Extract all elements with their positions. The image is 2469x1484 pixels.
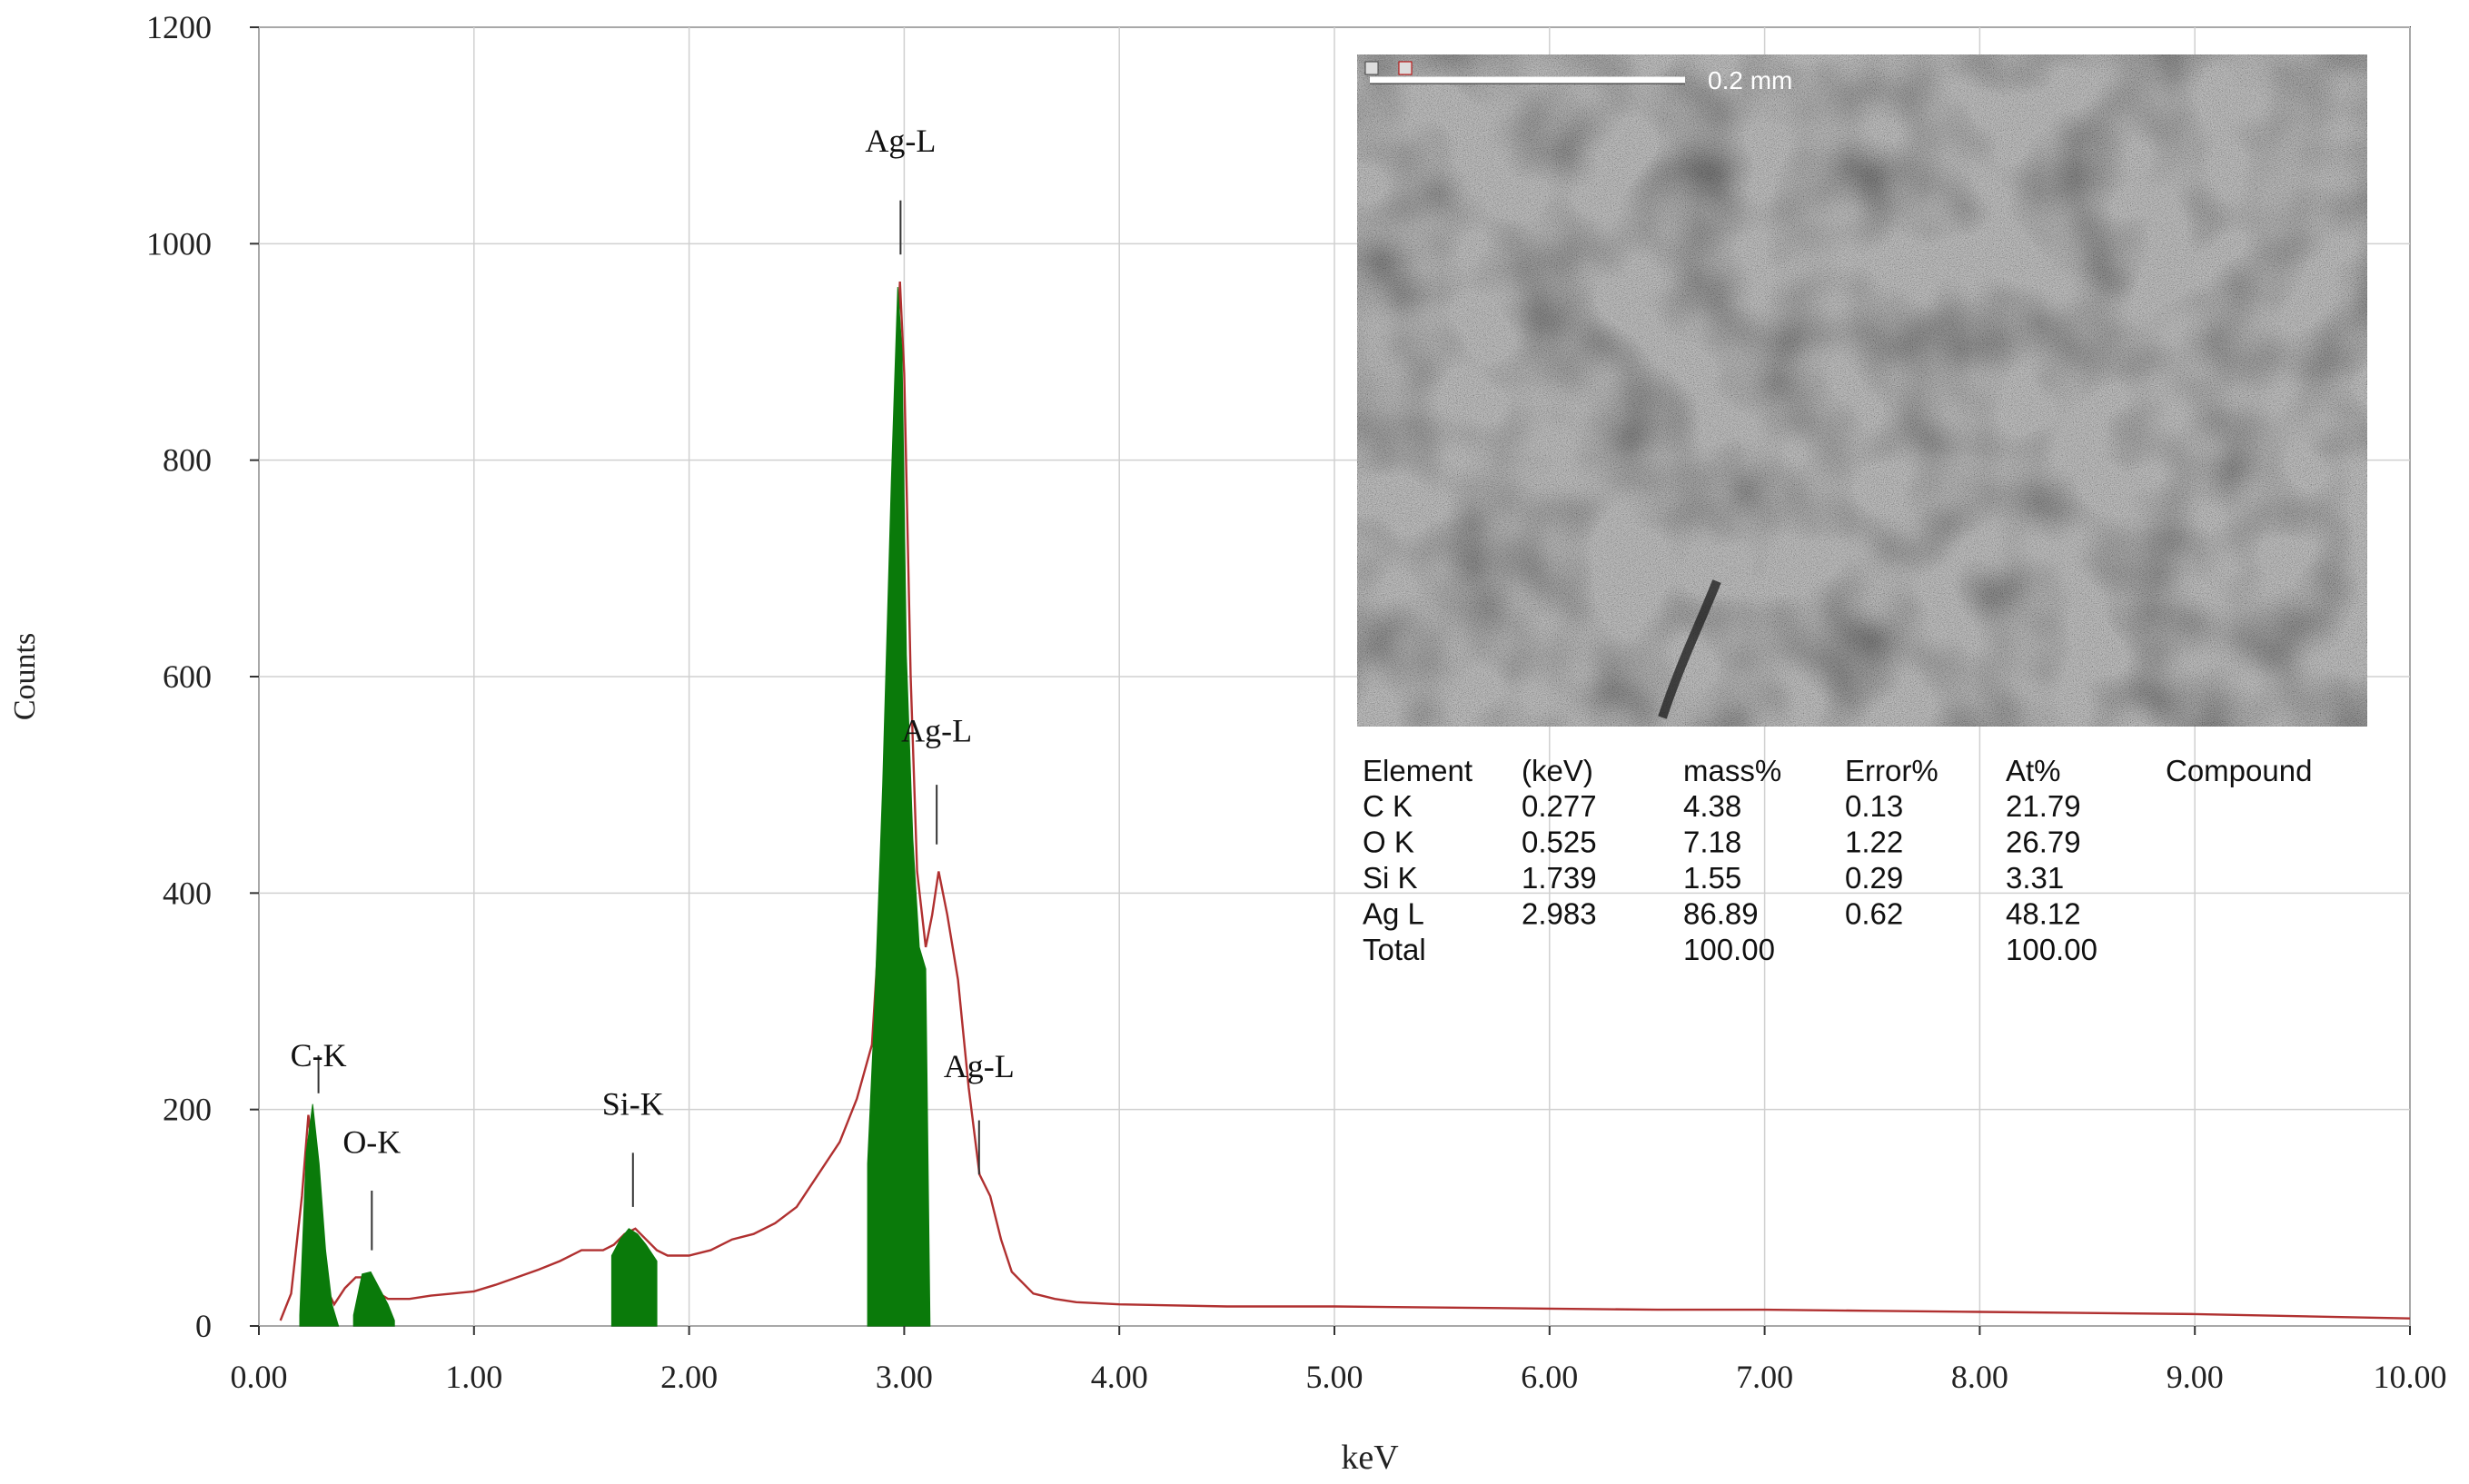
table-cell: 4.38 xyxy=(1683,789,1741,823)
table-cell: 0.62 xyxy=(1845,897,1903,931)
x-tick-label: 0.00 xyxy=(231,1359,288,1395)
peak-fill-ag-l xyxy=(867,286,931,1327)
table-cell: 100.00 xyxy=(2006,933,2097,966)
table-header: (keV) xyxy=(1522,754,1593,787)
table-cell: Total xyxy=(1363,933,1426,966)
x-tick-label: 3.00 xyxy=(876,1359,933,1395)
sem-toolbar-icon-red xyxy=(1398,61,1413,75)
y-tick-label: 0 xyxy=(195,1308,212,1344)
y-tick-label: 800 xyxy=(163,442,212,479)
peak-marker-label: Ag-L xyxy=(865,123,936,159)
x-tick-label: 2.00 xyxy=(660,1359,718,1395)
table-cell: 0.525 xyxy=(1522,826,1597,859)
x-tick-label: 8.00 xyxy=(1951,1359,2008,1395)
table-header: mass% xyxy=(1683,754,1781,787)
axis-layer: 0.00 1.00 2.00 3.00 4.00 5.00 6.00 7.00 8.00 9.00… xyxy=(146,9,2447,1395)
y-tick-label: 1200 xyxy=(146,9,212,45)
table-cell: 21.79 xyxy=(2006,789,2081,823)
x-tick-label: 5.00 xyxy=(1306,1359,1363,1395)
table-cell: C K xyxy=(1363,789,1413,823)
sem-crack xyxy=(1658,579,1721,719)
peak-marker-label: Si-K xyxy=(602,1086,664,1123)
table-cell: 1.22 xyxy=(1845,826,1903,859)
y-tick-label: 200 xyxy=(163,1092,212,1128)
x-tick-label: 10.00 xyxy=(2374,1359,2447,1395)
table-cell: 2.983 xyxy=(1522,897,1597,931)
table-cell: 0.13 xyxy=(1845,789,1903,823)
peak-fill-o-k xyxy=(352,1271,395,1327)
table-cell: 48.12 xyxy=(2006,897,2081,931)
peak-marker-layer: C-K O-K Si-K Ag-L Ag-L Ag-L xyxy=(291,123,1015,1251)
sem-image xyxy=(1356,54,2368,727)
sem-inset: 0.2 mm xyxy=(1356,54,2368,727)
spectrum-line xyxy=(279,281,2411,1321)
table-header: At% xyxy=(2006,754,2061,787)
peak-marker-label: O-K xyxy=(342,1123,401,1160)
composition-table: Element (keV) mass% Error% At% Compound C K 0.2… xyxy=(1363,754,2312,966)
peak-fill-layer xyxy=(299,286,931,1327)
peak-marker-label: Ag-L xyxy=(944,1048,1015,1084)
table-header: Element xyxy=(1363,754,1472,787)
table-cell: 100.00 xyxy=(1683,933,1775,966)
table-header: Compound xyxy=(2166,754,2312,787)
x-tick-label: 7.00 xyxy=(1736,1359,1793,1395)
y-axis-label: Counts xyxy=(8,633,42,720)
peak-marker-label: C-K xyxy=(291,1037,347,1073)
table-cell: Ag L xyxy=(1363,897,1424,931)
table-cell: 3.31 xyxy=(2006,861,2064,895)
y-tick-label: 600 xyxy=(163,658,212,695)
spectrum-layer xyxy=(279,281,2411,1321)
table-cell: 86.89 xyxy=(1683,897,1759,931)
sem-toolbar-icon xyxy=(1364,61,1379,75)
table-cell: O K xyxy=(1363,826,1414,859)
scale-bar-label: 0.2 mm xyxy=(1708,66,1792,94)
peak-fill-c-k xyxy=(299,1103,340,1327)
x-tick-label: 9.00 xyxy=(2167,1359,2224,1395)
table-cell: Si K xyxy=(1363,861,1418,895)
x-tick-label: 1.00 xyxy=(445,1359,502,1395)
table-cell: 0.29 xyxy=(1845,861,1903,895)
table-cell: 1.739 xyxy=(1522,861,1597,895)
peak-marker-label: Ag-L xyxy=(901,713,972,749)
y-tick-label: 400 xyxy=(163,875,212,911)
x-tick-label: 4.00 xyxy=(1091,1359,1148,1395)
peak-fill-si-k xyxy=(610,1228,658,1327)
table-header: Error% xyxy=(1845,754,1939,787)
x-axis-label: keV xyxy=(1341,1439,1399,1477)
table-cell: 26.79 xyxy=(2006,826,2081,859)
x-tick-label: 6.00 xyxy=(1521,1359,1578,1395)
table-cell: 7.18 xyxy=(1683,826,1741,859)
y-tick-label: 1000 xyxy=(146,225,212,262)
table-cell: 0.277 xyxy=(1522,789,1597,823)
table-cell: 1.55 xyxy=(1683,861,1741,895)
